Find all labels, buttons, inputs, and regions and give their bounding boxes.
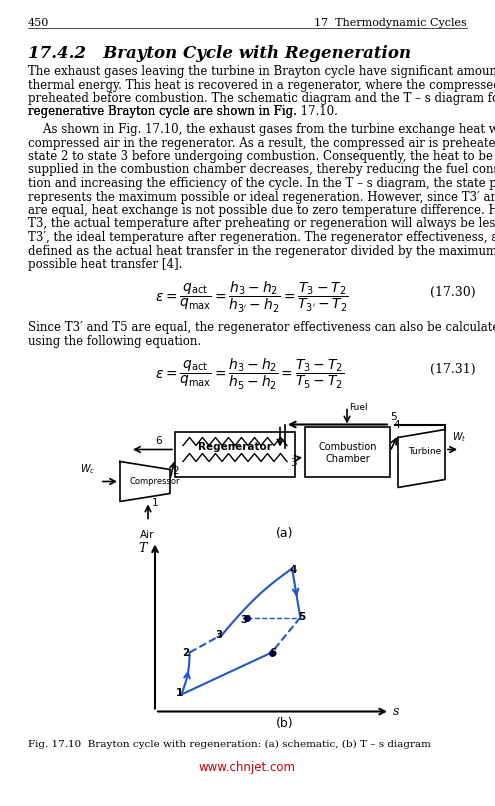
Text: 6: 6: [270, 647, 277, 658]
Text: compressed air in the regenerator. As a result, the compressed air is preheated : compressed air in the regenerator. As a …: [28, 136, 495, 149]
Text: The exhaust gases leaving the turbine in Brayton cycle have significant amount o: The exhaust gases leaving the turbine in…: [28, 65, 495, 78]
Text: state 2 to state 3 before undergoing combustion. Consequently, the heat to be: state 2 to state 3 before undergoing com…: [28, 150, 493, 163]
Text: Since T3′ and T5 are equal, the regenerator effectiveness can also be calculated: Since T3′ and T5 are equal, the regenera…: [28, 322, 495, 334]
Text: supplied in the combustion chamber decreases, thereby reducing the fuel consump-: supplied in the combustion chamber decre…: [28, 164, 495, 177]
Text: 1: 1: [175, 688, 183, 698]
Bar: [305, 426, 390, 476]
Text: $W_c$: $W_c$: [80, 463, 95, 476]
Text: Air: Air: [140, 530, 154, 539]
Text: 4: 4: [290, 564, 297, 575]
Text: $\varepsilon = \dfrac{q_{\mathrm{act}}}{q_{\mathrm{max}}} = \dfrac{h_3 - h_2}{h_: $\varepsilon = \dfrac{q_{\mathrm{act}}}{…: [155, 280, 349, 314]
Text: $\varepsilon = \dfrac{q_{\mathrm{act}}}{q_{\mathrm{max}}} = \dfrac{h_3 - h_2}{h_: $\varepsilon = \dfrac{q_{\mathrm{act}}}{…: [155, 356, 345, 392]
Text: 17.4.2   Brayton Cycle with Regeneration: 17.4.2 Brayton Cycle with Regeneration: [28, 45, 411, 62]
Text: T3, the actual temperature after preheating or regeneration will always be less : T3, the actual temperature after preheat…: [28, 218, 495, 231]
Text: Fuel: Fuel: [349, 402, 368, 412]
Text: Chamber: Chamber: [325, 454, 370, 463]
Text: 5: 5: [390, 412, 396, 422]
Text: 1: 1: [152, 498, 158, 509]
Text: (17.30): (17.30): [430, 285, 476, 298]
Text: using the following equation.: using the following equation.: [28, 335, 201, 348]
Text: 2: 2: [172, 467, 179, 476]
Text: (a): (a): [276, 526, 294, 539]
Text: represents the maximum possible or ideal regeneration. However, since T3′ and T5: represents the maximum possible or ideal…: [28, 190, 495, 203]
Text: s: s: [393, 705, 399, 718]
Text: regenerative Brayton cycle are shown in Fig. 17.10.: regenerative Brayton cycle are shown in …: [28, 106, 338, 118]
Text: 3: 3: [215, 629, 222, 640]
Text: tion and increasing the efficiency of the cycle. In the T – s diagram, the state: tion and increasing the efficiency of th…: [28, 177, 495, 190]
Text: 4: 4: [393, 421, 399, 430]
Text: 17  Thermodynamic Cycles: 17 Thermodynamic Cycles: [314, 18, 467, 28]
Text: 5: 5: [298, 613, 306, 622]
Text: are equal, heat exchange is not possible due to zero temperature difference. Hen: are equal, heat exchange is not possible…: [28, 204, 495, 217]
Text: 3': 3': [241, 615, 251, 625]
Text: defined as the actual heat transfer in the regenerator divided by the maximum: defined as the actual heat transfer in t…: [28, 244, 495, 257]
Polygon shape: [398, 430, 445, 488]
Text: As shown in Fig. 17.10, the exhaust gases from the turbine exchange heat with th: As shown in Fig. 17.10, the exhaust gase…: [28, 123, 495, 136]
Text: Compressor: Compressor: [130, 477, 181, 486]
Text: Combustion: Combustion: [318, 442, 377, 452]
Text: $W_t$: $W_t$: [452, 430, 466, 444]
Text: T3′, the ideal temperature after regeneration. The regenerator effectiveness, ε,: T3′, the ideal temperature after regener…: [28, 231, 495, 244]
Polygon shape: [120, 462, 170, 501]
Text: Regenerator: Regenerator: [198, 442, 272, 451]
Text: T: T: [139, 542, 147, 555]
Text: 3: 3: [290, 459, 297, 468]
Text: (17.31): (17.31): [430, 363, 476, 376]
Text: possible heat transfer [4].: possible heat transfer [4].: [28, 258, 182, 271]
Bar: [175, 431, 295, 476]
Text: 6: 6: [155, 435, 162, 446]
Text: Turbine: Turbine: [408, 447, 441, 456]
Text: Fig. 17.10  Brayton cycle with regeneration: (a) schematic, (b) T – s diagram: Fig. 17.10 Brayton cycle with regenerati…: [28, 739, 431, 749]
Text: thermal energy. This heat is recovered in a regenerator, where the compressed ai: thermal energy. This heat is recovered i…: [28, 78, 495, 92]
Text: 450: 450: [28, 18, 50, 28]
Text: www.chnjet.com: www.chnjet.com: [198, 762, 296, 775]
Text: preheated before combustion. The schematic diagram and the T – s diagram for a: preheated before combustion. The schemat…: [28, 92, 495, 105]
Text: 2: 2: [182, 647, 189, 658]
Text: regenerative Brayton cycle are shown in Fig.: regenerative Brayton cycle are shown in …: [28, 106, 300, 118]
Text: (b): (b): [276, 717, 294, 729]
